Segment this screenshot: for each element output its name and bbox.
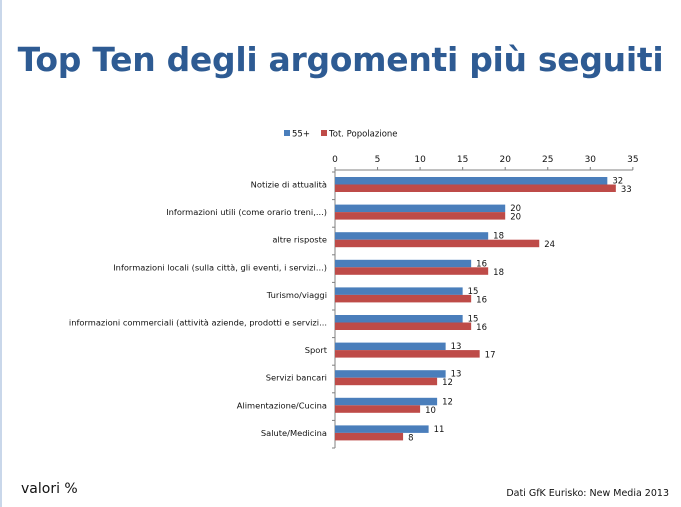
bar-tot-popolazione — [335, 350, 480, 358]
data-label-55plus: 11 — [434, 425, 445, 435]
category-label: Turismo/viaggi — [266, 290, 327, 300]
bar-55plus — [335, 287, 463, 295]
category-label: Informazioni locali (sulla città, gli ev… — [113, 262, 327, 272]
x-tick-label: 30 — [585, 155, 597, 165]
bar-55plus — [335, 315, 463, 323]
data-label-tot-popolazione: 24 — [544, 240, 555, 250]
legend-label-55plus: 55+ — [292, 130, 310, 140]
category-label: altre risposte — [272, 235, 327, 245]
bar-tot-popolazione — [335, 184, 616, 192]
data-label-55plus: 32 — [612, 177, 623, 187]
category-label: Alimentazione/Cucina — [237, 400, 327, 410]
bar-55plus — [335, 204, 506, 213]
category-label: Sport — [305, 345, 328, 355]
x-axis-ticks: 0 5 10 15 20 25 30 35 — [332, 155, 639, 170]
data-label-55plus: 15 — [468, 287, 479, 297]
values-note: valori % — [21, 481, 78, 497]
category-label: Notizie di attualità — [251, 180, 327, 190]
slide-left-border — [0, 0, 2, 507]
source-note: Dati GfK Eurisko: New Media 2013 — [506, 488, 669, 499]
category-label: informazioni commerciali (attività azien… — [69, 318, 327, 328]
category-label: Informazioni utili (come orario treni,..… — [166, 207, 327, 217]
data-label-tot-popolazione: 18 — [493, 268, 504, 278]
bars — [335, 177, 616, 441]
x-tick-label: 5 — [375, 155, 381, 165]
x-tick-label: 0 — [332, 155, 338, 165]
data-label-tot-popolazione: 16 — [476, 295, 487, 305]
legend-swatch-55plus — [284, 130, 290, 136]
legend: 55+ Tot. Popolazione — [284, 130, 398, 140]
category-labels: Notizie di attualità Informazioni utili (… — [69, 171, 335, 449]
data-label-55plus: 16 — [476, 259, 487, 269]
bar-tot-popolazione — [335, 267, 489, 275]
data-label-55plus: 12 — [442, 397, 453, 407]
bar-55plus — [335, 370, 446, 378]
bar-tot-popolazione — [335, 432, 404, 441]
bar-55plus — [335, 342, 446, 351]
bar-tot-popolazione — [335, 377, 438, 386]
bar-tot-popolazione — [335, 405, 421, 413]
category-label: Salute/Medicina — [261, 428, 327, 438]
data-label-tot-popolazione: 8 — [408, 433, 413, 443]
data-label-tot-popolazione: 10 — [425, 406, 436, 416]
data-label-tot-popolazione: 12 — [442, 378, 453, 388]
x-tick-label: 20 — [499, 155, 511, 165]
data-label-tot-popolazione: 20 — [510, 213, 521, 223]
bar-tot-popolazione — [335, 239, 540, 248]
data-label-55plus: 20 — [510, 204, 521, 214]
bar-55plus — [335, 232, 489, 240]
x-tick-label: 10 — [414, 155, 426, 165]
data-label-55plus: 13 — [451, 370, 462, 380]
data-label-55plus: 18 — [493, 232, 504, 242]
bar-tot-popolazione — [335, 294, 472, 303]
bar-55plus — [335, 259, 472, 268]
slide-title: Top Ten degli argomenti più seguiti — [17, 40, 664, 79]
data-label-tot-popolazione: 17 — [485, 351, 496, 361]
data-label-55plus: 13 — [451, 342, 462, 352]
legend-swatch-tot-popolazione — [321, 130, 327, 136]
legend-label-tot-popolazione: Tot. Popolazione — [328, 130, 398, 140]
x-tick-label: 35 — [627, 155, 638, 165]
bar-tot-popolazione — [335, 322, 472, 330]
data-label-55plus: 15 — [468, 315, 479, 325]
data-label-tot-popolazione: 16 — [476, 323, 487, 333]
bar-55plus — [335, 177, 608, 185]
bar-55plus — [335, 425, 429, 433]
bar-tot-popolazione — [335, 212, 506, 220]
bar-55plus — [335, 397, 438, 406]
x-tick-label: 25 — [542, 155, 553, 165]
x-tick-label: 15 — [457, 155, 468, 165]
data-label-tot-popolazione: 33 — [621, 185, 632, 195]
category-label: Servizi bancari — [266, 373, 327, 383]
